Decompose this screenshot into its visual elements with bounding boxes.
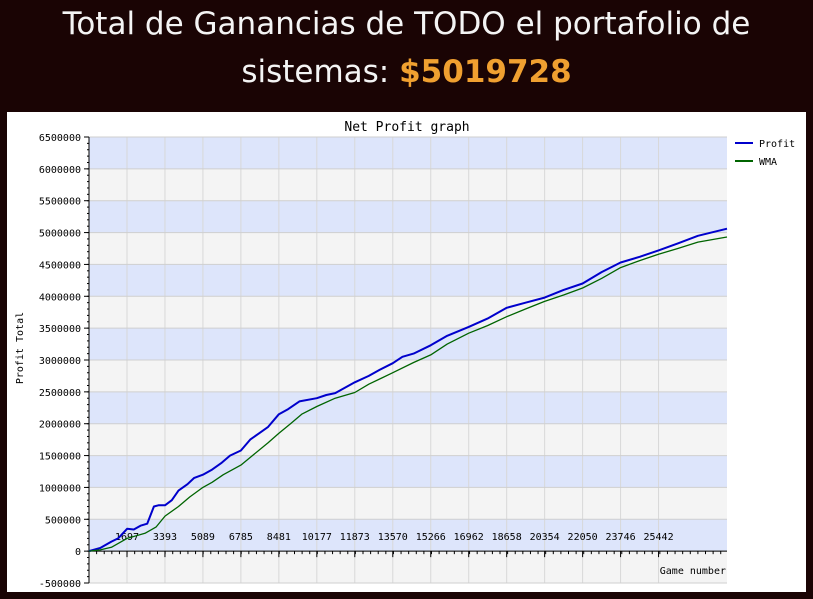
y-tick-label: 5500000: [39, 197, 81, 208]
y-tick-label: 6000000: [39, 165, 81, 176]
y-tick-label: 4000000: [39, 292, 81, 303]
x-tick-labels: 1697 3393 5089 6785 8481 10177 11873 13570 15266…: [88, 532, 722, 558]
x-tick-label: 18658: [492, 532, 522, 543]
y-tick-label: 6500000: [39, 133, 81, 144]
header-banner: Total de Ganancias de TODO el portafolio…: [0, 0, 813, 112]
x-tick-label: 5089: [191, 532, 215, 543]
x-tick-label: 22050: [568, 532, 598, 543]
y-tick-label: 1000000: [39, 483, 81, 494]
header-title-line1: Total de Ganancias de TODO el portafolio…: [62, 6, 751, 42]
x-tick-label: 25442: [643, 532, 673, 543]
y-tick-label: 0: [75, 547, 81, 558]
x-tick-label: 15266: [416, 532, 446, 543]
band: [89, 200, 727, 233]
band: [89, 264, 727, 297]
series-lines: [88, 227, 728, 553]
y-tick-label: 3000000: [39, 356, 81, 367]
y-tick-label: 5000000: [39, 229, 81, 240]
x-tick-label: 23746: [606, 532, 636, 543]
y-tick-labels: 6500000600000055000005000000450000040000…: [39, 133, 89, 590]
legend-label-profit: Profit: [759, 139, 795, 150]
x-tick-label: 8481: [267, 532, 291, 543]
header-title-prefix: sistemas:: [241, 54, 390, 90]
x-tick-label: 10177: [302, 532, 332, 543]
x-tick-label: 11873: [340, 532, 370, 543]
total-profit-amount: $5019728: [399, 54, 572, 90]
net-profit-chart: 6500000600000055000005000000450000040000…: [15, 120, 795, 590]
y-tick-label: 3500000: [39, 324, 81, 335]
x-tick-label: 16962: [454, 532, 484, 543]
x-tick-label: 1697: [115, 532, 139, 543]
header-title-line2: sistemas: $5019728: [0, 48, 813, 96]
x-tick-label: 20354: [530, 532, 560, 543]
y-tick-label: 4500000: [39, 260, 81, 271]
band: [89, 391, 727, 424]
band: [89, 487, 727, 520]
band: [89, 296, 727, 329]
y-axis-label: Profit Total: [15, 312, 26, 384]
band: [89, 455, 727, 488]
chart-title: Net Profit graph: [344, 120, 469, 135]
y-tick-label: 2500000: [39, 388, 81, 399]
y-tick-label: 500000: [45, 515, 81, 526]
x-tick-label: 6785: [229, 532, 253, 543]
legend: Profit WMA: [735, 139, 795, 168]
y-tick-label: 1500000: [39, 452, 81, 463]
legend-label-wma: WMA: [759, 157, 777, 168]
band: [89, 137, 727, 169]
x-tick-label: 3393: [153, 532, 177, 543]
series-line-wma: [88, 236, 728, 552]
band: [89, 168, 727, 201]
y-tick-label: 2000000: [39, 420, 81, 431]
x-axis-label: Game number: [660, 566, 726, 577]
chart-panel: 6500000 6000000 5500000 5000000 4500000 40000…: [7, 112, 806, 592]
y-tick-label: -500000: [39, 579, 81, 590]
x-tick-label: 13570: [378, 532, 408, 543]
series-line-profit: [88, 227, 728, 553]
band: [89, 551, 727, 583]
band: [89, 423, 727, 456]
